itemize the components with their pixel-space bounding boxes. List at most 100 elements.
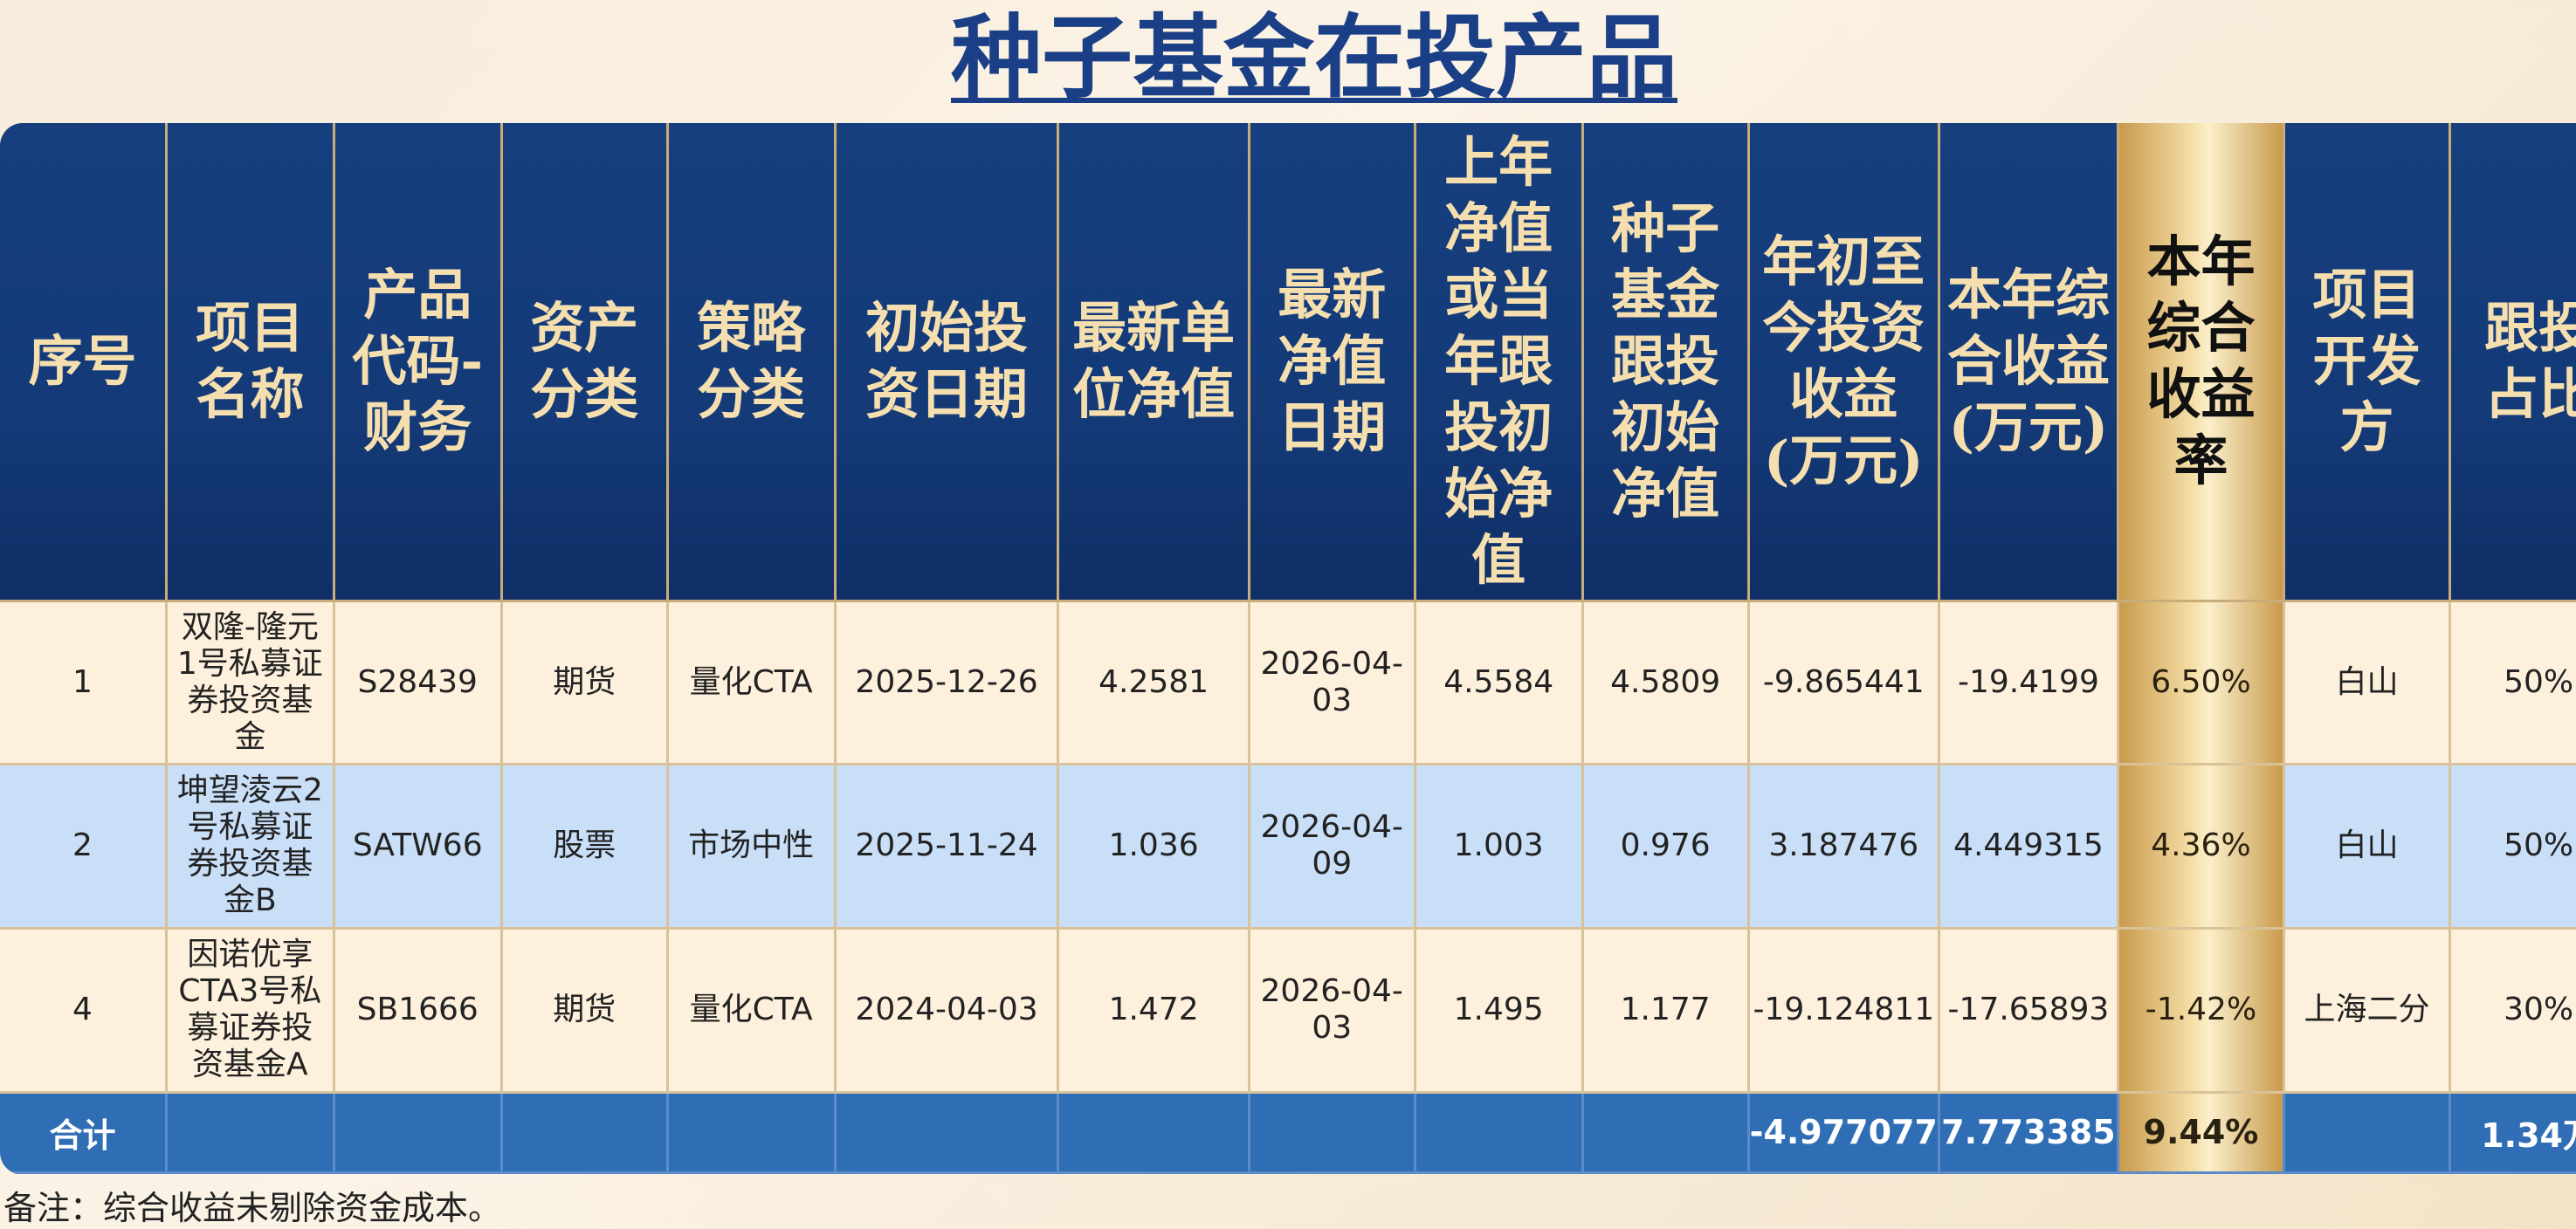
cell-text: 2026-04-03 [1260,973,1403,1047]
total-cell: -4.977077 [1749,1093,1940,1175]
cell-text: 4.2581 [1099,663,1209,700]
cell-text: 1 [72,663,93,700]
table-cell: 股票 [502,765,669,930]
table-cell: 30% [2451,929,2576,1094]
table-cell: 2024-04-03 [836,929,1060,1094]
cell-text: 期货 [553,992,616,1028]
table-cell: -1.42% [2118,929,2285,1094]
cell-text: SB1666 [356,992,479,1028]
table-cell: 2026-04-03 [1250,602,1416,766]
total-cell [167,1093,335,1175]
cell-text: 3.187476 [1768,827,1919,864]
table-cell: 50% [2451,602,2576,766]
table-cell: 期货 [502,602,669,766]
cell-text: 白山 [2335,663,2399,700]
column-header: 初始投资日期 [836,123,1060,603]
total-cell [836,1093,1060,1175]
column-header: 最新净值日期 [1250,123,1416,603]
cell-text: 种子基金跟投初始净值 [1611,196,1720,526]
table-cell: SATW66 [334,765,503,930]
table-cell: 2 [0,765,168,930]
cell-text: 资产分类 [530,296,639,427]
table-cell: 2025-11-24 [836,765,1060,930]
table-cell: 1.472 [1059,929,1250,1094]
column-header: 产品代码-财务 [334,123,503,603]
cell-text: -9.865441 [1762,663,1925,700]
total-cell: 1.34万 [2451,1093,2576,1175]
cell-text: 1.036 [1108,827,1199,864]
table-cell: -19.4199 [1939,602,2119,766]
cell-text: 50% [2504,663,2574,700]
cell-text: 50% [2504,827,2574,864]
cell-text: 2024-04-03 [855,992,1038,1028]
table-cell: 0.976 [1583,765,1750,930]
column-header: 年初至今投资收益(万元) [1749,123,1940,603]
cell-text: 项目名称 [196,296,305,427]
cell-text: 最新净值日期 [1278,263,1387,460]
cell-text: 合计 [49,1116,116,1155]
footnote: 备注：综合收益未剔除资金成本。 [3,1189,502,1227]
table-cell: 上海二分 [2284,929,2451,1094]
cell-text: 项目开发方 [2312,263,2421,460]
table-cell: 量化CTA [668,929,837,1094]
table-cell: 双隆-隆元1号私募证券投资基金 [167,602,335,766]
cell-text: 股票 [553,827,616,864]
page-title: 种子基金在投产品 [950,3,1677,111]
cell-text: -19.4199 [1958,663,2099,700]
cell-text: 30% [2504,992,2574,1028]
cell-text: 4.5584 [1443,663,1554,700]
cell-text: 1.472 [1108,992,1199,1028]
total-cell [502,1093,669,1175]
cell-text: SATW66 [352,827,483,864]
cell-text: 产品代码-财务 [352,263,484,460]
column-header: 最新单位净值 [1059,123,1250,603]
cell-text: 白山 [2335,827,2399,864]
cell-text: 坤望淩云2号私募证券投资基金B [176,772,323,919]
table-cell: 4.2581 [1059,602,1250,766]
cell-text: -4.977077 [1749,1113,1938,1152]
table-cell: -19.124811 [1749,929,1940,1094]
table-cell: 3.187476 [1749,765,1940,930]
cell-text: 市场中性 [688,827,815,864]
table-cell: 4.449315 [1939,765,2119,930]
table-cell: 2026-04-03 [1250,929,1416,1094]
total-cell [668,1093,837,1175]
cell-text: 本年综合收益率 [2146,230,2256,493]
cell-text: 1.177 [1620,992,1711,1028]
table-cell: 量化CTA [668,602,837,766]
column-header: 上年净值或当年跟投初始净值 [1415,123,1584,603]
table-cell: 2025-12-26 [836,602,1060,766]
table-cell: 4.5809 [1583,602,1750,766]
total-cell [1059,1093,1250,1175]
column-header: 项目开发方 [2284,123,2451,603]
cell-text: 2025-11-24 [855,827,1038,864]
cell-text: 本年综合收益(万元) [1946,263,2110,460]
total-cell: 7.773385 [1939,1093,2119,1175]
cell-text: 最新单位净值 [1072,296,1236,427]
cell-text: 1.34万 [2481,1116,2576,1155]
cell-text: 6.50% [2151,663,2251,700]
cell-text: 量化CTA [689,992,813,1028]
table-cell: 期货 [502,929,669,1094]
cell-text: 1.495 [1453,992,1544,1028]
cell-text: 因诺优享CTA3号私募证券投资基金A [178,937,322,1083]
cell-text: 序号 [28,329,137,394]
table-cell: 1.036 [1059,765,1250,930]
column-header: 本年综合收益率 [2118,123,2285,603]
total-cell [2284,1093,2451,1175]
cell-text: 年初至今投资收益(万元) [1762,230,1925,493]
cell-text: 7.773385 [1941,1113,2116,1152]
cell-text: 4.36% [2151,827,2251,864]
total-cell [1415,1093,1584,1175]
table-cell: 白山 [2284,602,2451,766]
table-cell: 坤望淩云2号私募证券投资基金B [167,765,335,930]
table-cell: 1.003 [1415,765,1584,930]
cell-text: 9.44% [2143,1113,2259,1152]
cell-text: 策略分类 [697,296,806,427]
column-header: 种子基金跟投初始净值 [1583,123,1750,603]
cell-text: -19.124811 [1753,992,1935,1028]
cell-text: 量化CTA [689,663,813,700]
cell-text: 2026-04-03 [1260,645,1403,718]
total-cell [334,1093,503,1175]
